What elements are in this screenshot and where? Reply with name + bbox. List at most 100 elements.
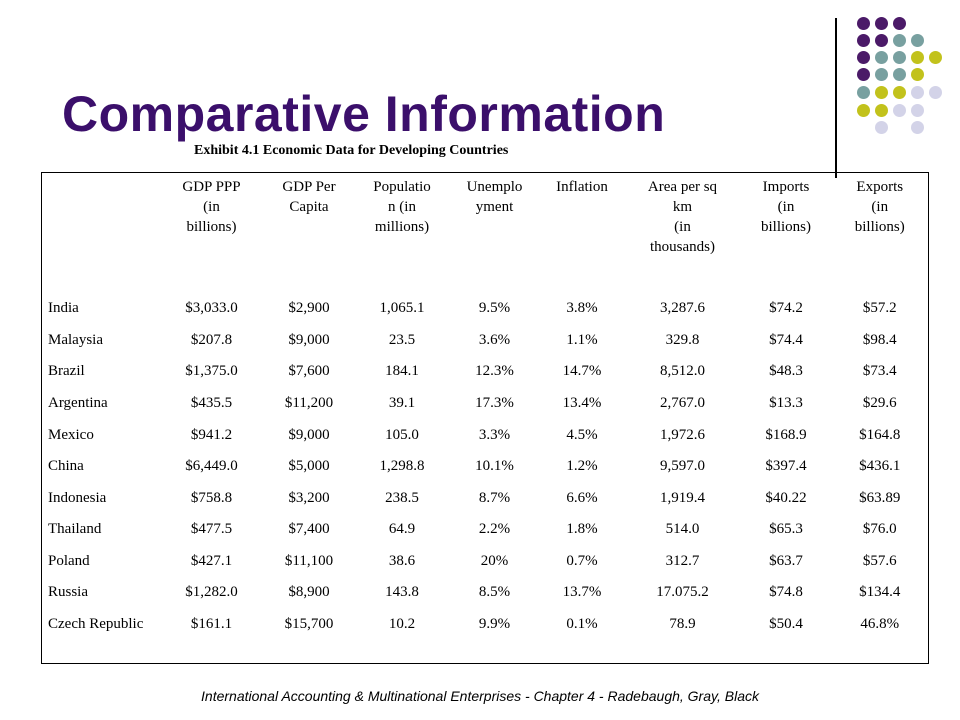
cell-exports: $436.1 [859,458,901,475]
cell-population: 64.9 [388,521,416,538]
cell-inflation: 0.1% [566,615,598,632]
cell-area: 514.0 [665,521,700,538]
cell-unemployment: 17.3% [475,395,514,412]
cell-inflation: 14.7% [562,363,602,380]
cell-exports: $63.89 [859,489,901,506]
cell-imports: $74.2 [769,300,803,317]
cell-gdp-per-capita: $5,000 [288,458,330,475]
decorative-dot [875,86,888,99]
decorative-dot [875,17,888,30]
cell-unemployment: 3.6% [478,331,511,348]
cell-imports: $40.22 [765,489,807,506]
cell-inflation: 1.1% [566,331,598,348]
cell-imports: $48.3 [769,363,803,380]
cell-inflation: 3.8% [566,300,598,317]
decorative-dot [875,51,888,64]
cell-gdp-ppp: $1,282.0 [185,584,238,601]
cell-gdp-per-capita: $11,100 [284,552,334,569]
decorative-dot [875,121,888,134]
cell-imports: $74.8 [769,584,803,601]
cell-population: 23.5 [388,331,416,348]
decorative-dot [857,51,870,64]
cell-exports: $164.8 [859,426,901,443]
cell-area: 3,287.6 [660,300,705,317]
cell-country: Czech Republic [48,615,144,632]
slide-title: Comparative Information [62,86,666,142]
cell-population: 1,065.1 [379,300,425,317]
cell-imports: $65.3 [769,521,803,538]
cell-exports: 46.8% [860,615,900,632]
cell-area: 9,597.0 [660,458,705,475]
cell-country: Malaysia [48,331,103,348]
decorative-dot [911,86,924,99]
cell-population: 38.6 [388,552,416,569]
cell-area: 312.7 [665,552,700,569]
table-row: Malaysia $207.8 $9,000 23.5 3.6% 1.1% 329.8 $74… [42,325,929,357]
cell-unemployment: 10.1% [475,458,514,475]
cell-gdp-per-capita: $3,200 [288,489,330,506]
decorative-dot [911,68,924,81]
cell-gdp-ppp: $207.8 [190,331,233,348]
cell-imports: $397.4 [765,458,807,475]
cell-population: 105.0 [385,426,419,443]
table-row: India $3,033.0 $2,900 1,065.1 9.5% 3.8% 3,287.… [42,293,929,325]
cell-country: Thailand [48,521,102,538]
column-header-gdp-ppp: GDP PPP (in billions) [182,179,241,235]
cell-gdp-ppp: $427.1 [190,552,233,569]
table-row: Argentina $435.5 $11,200 39.1 17.3% 13.4% 2,76… [42,388,929,420]
decorative-dot [857,17,870,30]
cell-imports: $74.4 [769,331,803,348]
decorative-dot [893,34,906,47]
cell-gdp-per-capita: $7,400 [288,521,330,538]
cell-area: 1,972.6 [660,426,705,443]
cell-population: 1,298.8 [379,458,425,475]
cell-unemployment: 8.5% [478,584,511,601]
table-row: Thailand $477.5 $7,400 64.9 2.2% 1.8% 514.0 $65… [42,514,929,546]
table-row: Mexico $941.2 $9,000 105.0 3.3% 4.5% 1,972.6 $1… [42,419,929,451]
column-header-gdp-per-capita: GDP Per Capita [282,179,336,215]
cell-exports: $73.4 [862,363,897,380]
decorative-dot [857,68,870,81]
cell-gdp-per-capita: $11,200 [284,395,334,412]
cell-area: 17.075.2 [656,584,709,601]
decorative-dot [893,68,906,81]
decorative-dot [911,104,924,117]
cell-inflation: 0.7% [566,552,598,569]
decorative-dot [893,51,906,64]
cell-area: 2,767.0 [660,395,705,412]
decorative-dot [929,86,942,99]
cell-inflation: 1.2% [566,458,598,475]
column-header-unemployment: Unemplo yment [466,179,523,215]
cell-population: 39.1 [388,395,416,412]
cell-unemployment: 20% [480,552,509,569]
cell-gdp-ppp: $435.5 [190,395,233,412]
cell-gdp-ppp: $758.8 [190,489,233,506]
table-row: China $6,449.0 $5,000 1,298.8 10.1% 1.2% 9,597… [42,451,929,483]
cell-gdp-per-capita: $15,700 [284,615,334,632]
decorative-dot [857,86,870,99]
cell-unemployment: 2.2% [478,521,511,538]
cell-population: 238.5 [385,489,419,506]
cell-country: Russia [48,584,89,601]
cell-country: Brazil [48,363,85,380]
cell-country: Argentina [48,395,108,412]
cell-imports: $50.4 [769,615,803,632]
table-row: Russia $1,282.0 $8,900 143.8 8.5% 13.7% 17.075… [42,577,929,609]
column-header-imports: Imports (in billions) [760,179,811,235]
cell-inflation: 1.8% [566,521,598,538]
decorative-dot [911,34,924,47]
cell-exports: $57.2 [862,300,897,317]
title-divider-line [835,18,837,178]
cell-gdp-ppp: $6,449.0 [185,458,238,475]
column-header-exports: Exports (in billions) [854,179,905,235]
cell-exports: $29.6 [862,395,897,412]
decorative-dot [893,17,906,30]
cell-gdp-ppp: $941.2 [190,426,233,443]
cell-gdp-per-capita: $9,000 [288,331,330,348]
table-row: Czech Republic $161.1 $15,700 10.2 9.9% 0.1% 7… [42,609,929,664]
cell-imports: $168.9 [765,426,807,443]
cell-unemployment: 12.3% [475,363,514,380]
decorative-dot [875,68,888,81]
cell-unemployment: 8.7% [478,489,511,506]
slide-footer: International Accounting & Multinational… [201,688,759,704]
